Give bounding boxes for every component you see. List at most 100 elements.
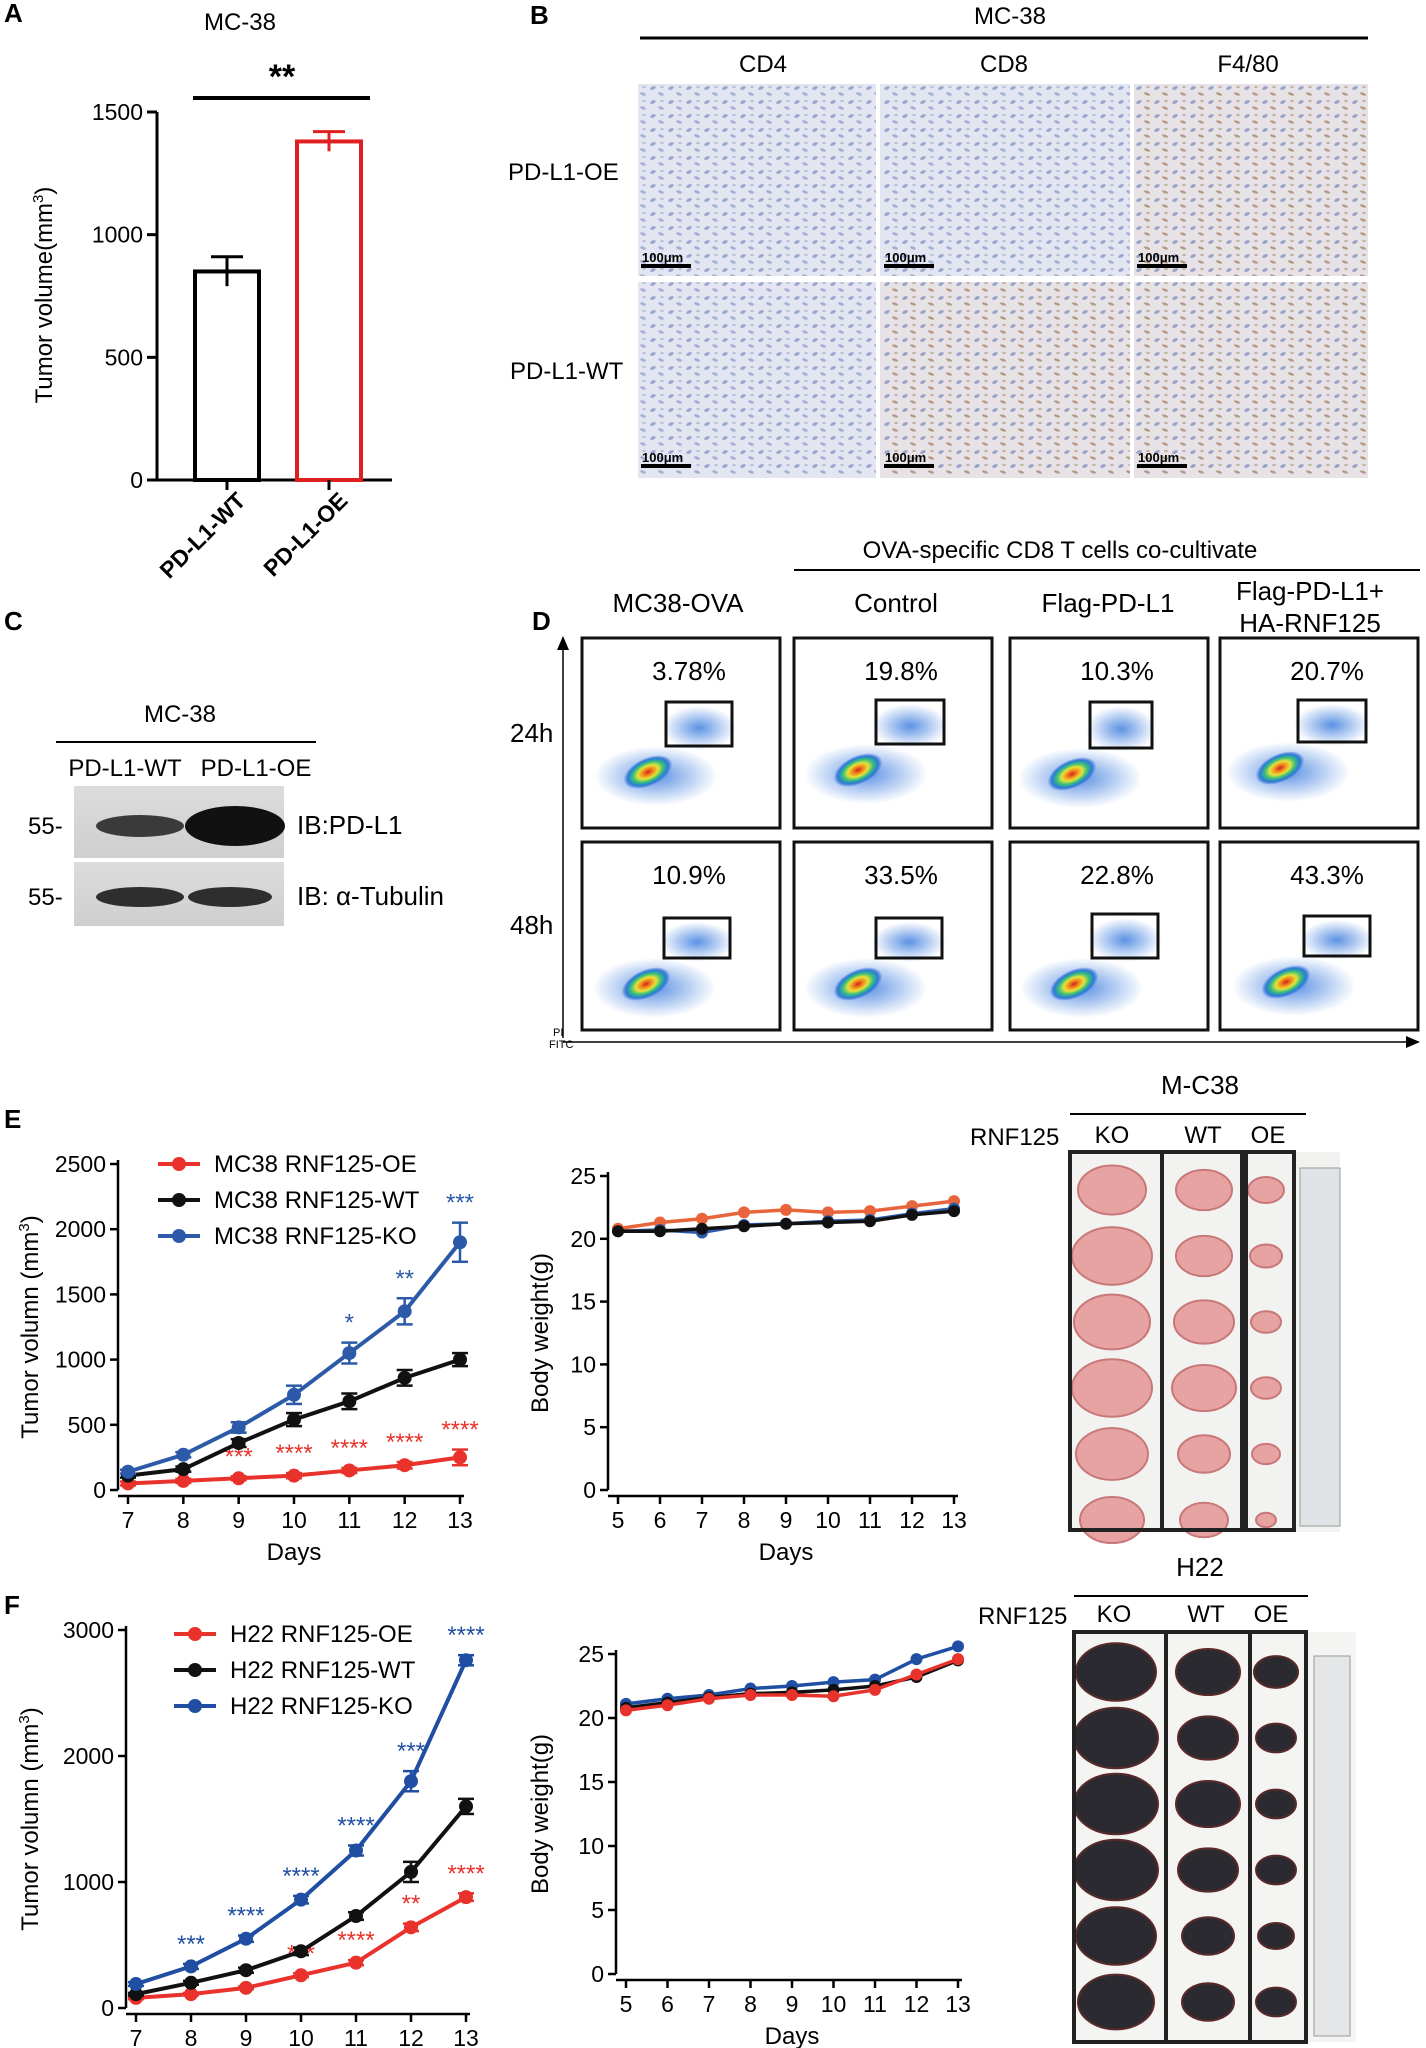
facs-gate-percent: 22.8% xyxy=(1080,860,1154,890)
y-tick-label: 2000 xyxy=(63,1743,114,1769)
data-point xyxy=(398,1458,412,1472)
bar xyxy=(297,141,361,480)
significance-label: * xyxy=(345,1310,354,1337)
y-tick-label: 5 xyxy=(583,1414,596,1440)
panel-label-e: E xyxy=(4,1104,21,1134)
data-point xyxy=(294,1893,308,1907)
y-tick-label: 20 xyxy=(570,1226,596,1252)
significance-label: **** xyxy=(337,1927,374,1954)
data-point xyxy=(342,1463,356,1477)
x-tick-label: 9 xyxy=(780,1507,793,1533)
x-tick-label: 10 xyxy=(281,1507,307,1533)
x-tick-label: 10 xyxy=(821,1991,847,2017)
facs-gated-population xyxy=(1300,920,1374,960)
tumor-sample xyxy=(1250,1244,1282,1267)
tumor-sample xyxy=(1251,1311,1281,1333)
y-tick-label: 2500 xyxy=(55,1151,106,1177)
panel-d-header: OVA-specific CD8 T cells co-cultivate xyxy=(863,537,1258,564)
facs-row-48h: 48h xyxy=(510,910,553,940)
y-tick-label: 0 xyxy=(583,1477,596,1503)
x-tick-label: 6 xyxy=(654,1507,667,1533)
panel-d: D OVA-specific CD8 T cells co-cultivate … xyxy=(510,537,1420,1051)
x-tick-label: 13 xyxy=(453,2025,479,2048)
data-point xyxy=(780,1204,792,1216)
legend-marker xyxy=(172,1229,186,1243)
significance-label: **** xyxy=(447,1860,484,1887)
ihc-col-cd8: CD8 xyxy=(980,51,1028,78)
x-tick-label: 11 xyxy=(863,1991,887,2017)
panel-label-d: D xyxy=(532,606,551,636)
tumor-sample xyxy=(1254,1656,1298,1688)
x-tick-label: 8 xyxy=(744,1991,757,2017)
ihc-col-f480: F4/80 xyxy=(1217,51,1278,78)
data-point xyxy=(287,1469,301,1483)
tumor-sample xyxy=(1178,1716,1238,1759)
data-point xyxy=(453,1353,467,1367)
data-point xyxy=(696,1223,708,1235)
significance-label: **** xyxy=(337,1812,374,1839)
y-tick-label: 1000 xyxy=(55,1347,106,1373)
y-tick-label: 0 xyxy=(101,1995,114,2021)
data-point xyxy=(176,1448,190,1462)
tumor-sample xyxy=(1176,1649,1240,1695)
x-tick-label: 11 xyxy=(337,1507,361,1533)
significance-label: **** xyxy=(441,1417,478,1444)
data-point xyxy=(911,1668,923,1680)
facs-col-mc38-ova: MC38-OVA xyxy=(613,588,745,618)
x-tick-label: 8 xyxy=(185,2025,198,2048)
data-point xyxy=(349,1956,363,1970)
y-tick-label: 3000 xyxy=(63,1617,114,1643)
data-point xyxy=(828,1690,840,1702)
data-point xyxy=(459,1799,473,1813)
legend-label: MC38 RNF125-KO xyxy=(214,1223,417,1250)
x-tick-label: 7 xyxy=(130,2025,143,2048)
tumor-sample xyxy=(1078,1166,1146,1215)
photo-group-ko: KO xyxy=(1095,1122,1130,1149)
x-tick-label: 5 xyxy=(620,1991,633,2017)
tumor-sample xyxy=(1076,1907,1156,1965)
legend-label: H22 RNF125-WT xyxy=(230,1657,416,1684)
significance-label: **** xyxy=(331,1435,368,1462)
data-point xyxy=(176,1462,190,1476)
facs-gate-percent: 33.5% xyxy=(864,860,938,890)
x-tick-label: 7 xyxy=(122,1507,135,1533)
lane-label-wt: PD-L1-WT xyxy=(68,755,182,782)
data-point xyxy=(952,1653,964,1665)
data-point xyxy=(398,1304,412,1318)
ruler-icon xyxy=(1300,1168,1340,1526)
photo-row-label-e: RNF125 xyxy=(970,1124,1059,1151)
x-tick-label: 8 xyxy=(177,1507,190,1533)
tumor-sample xyxy=(1174,1300,1234,1343)
y-tick-label: 10 xyxy=(578,1833,604,1859)
y-tick-label: 1500 xyxy=(55,1281,106,1307)
facs-col-flag-pd-l1-plus: Flag-PD-L1+ xyxy=(1236,576,1384,606)
tumor-photo-e: M-C38 RNF125 KO WT OE xyxy=(970,1070,1340,1543)
tumor-sample xyxy=(1072,1359,1152,1417)
significance-label: *** xyxy=(397,1738,425,1765)
panel-label-f: F xyxy=(4,1590,20,1620)
tumor-sample xyxy=(1178,1848,1238,1891)
facs-gated-population xyxy=(872,922,946,962)
data-point xyxy=(342,1394,356,1408)
ihc-image-wt-cd8 xyxy=(880,282,1130,478)
data-point xyxy=(342,1346,356,1360)
tumor-sample xyxy=(1176,1781,1240,1827)
scale-bar-label: 100μm xyxy=(1138,250,1179,265)
facs-gate-percent: 10.9% xyxy=(652,860,726,890)
legend-marker xyxy=(188,1663,202,1677)
x-tick-label: 12 xyxy=(904,1991,930,2017)
significance-label: ** xyxy=(395,1265,414,1292)
panel-e: E 0500100015002000250078910111213DaysTum… xyxy=(4,1070,1340,1566)
x-tick-label: 13 xyxy=(447,1507,473,1533)
data-point xyxy=(239,1963,253,1977)
facs-row-24h: 24h xyxy=(510,718,553,748)
tumor-sample xyxy=(1182,1983,1234,2020)
photo-group-ko: KO xyxy=(1097,1601,1132,1628)
photo-group-oe: OE xyxy=(1251,1122,1286,1149)
ruler-icon xyxy=(1314,1656,1350,2036)
y-axis-title: Body weight(g) xyxy=(527,1253,554,1413)
x-tick-label: 9 xyxy=(240,2025,253,2048)
y-axis-title: Tumor volumn (mm3) xyxy=(16,1707,44,1930)
tumor-sample xyxy=(1074,1295,1150,1350)
x-axis-title: Days xyxy=(765,2023,820,2048)
